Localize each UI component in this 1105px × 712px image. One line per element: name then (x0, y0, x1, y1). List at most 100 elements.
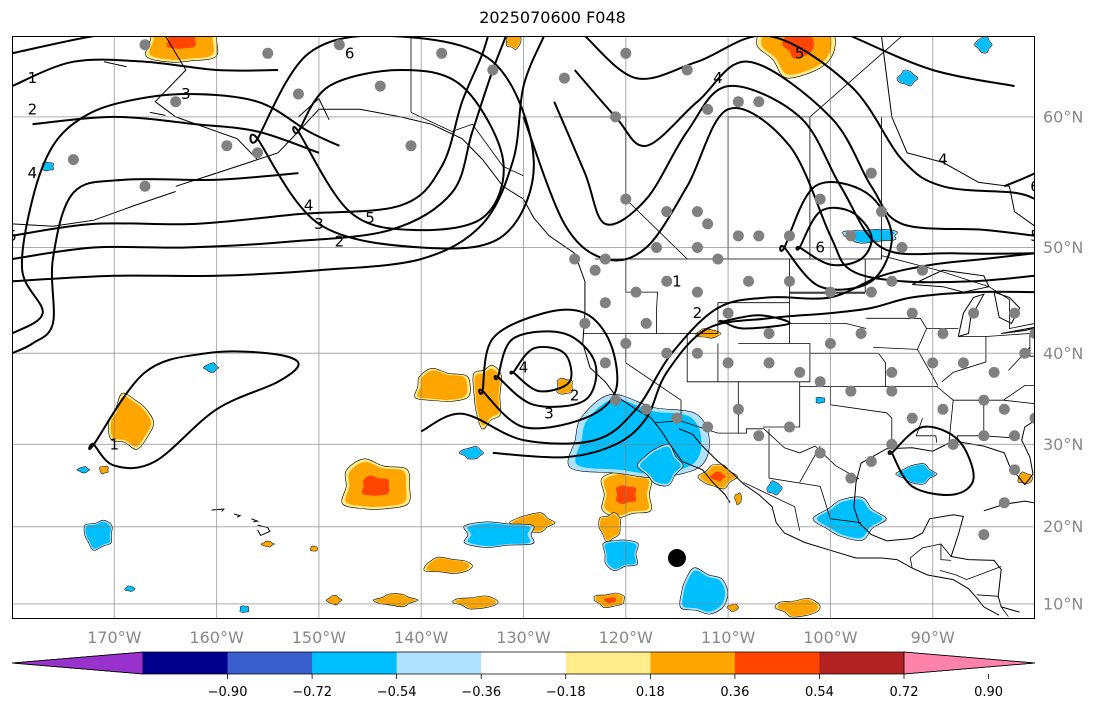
contour-label: 4 (28, 164, 38, 182)
contour-label: 2 (570, 387, 580, 405)
station-dot (794, 366, 806, 378)
station-dot (252, 147, 264, 159)
station-dot (661, 275, 673, 287)
station-dot (814, 447, 826, 459)
colorbar-tick-label: −0.36 (461, 685, 501, 700)
contour-line-25 (1003, 171, 1035, 188)
contour-label: 1 (672, 272, 682, 290)
station-dot (783, 421, 795, 433)
station-dot (1009, 430, 1021, 442)
contour-label: 5 (12, 227, 17, 245)
station-dot (947, 438, 959, 450)
station-dot (1009, 307, 1021, 319)
negative-anomaly-17 (975, 36, 992, 53)
station-dot (845, 385, 857, 397)
station-dot (702, 218, 714, 230)
contour-line-8 (292, 68, 505, 232)
station-dot (661, 206, 673, 218)
station-dot (691, 286, 703, 298)
positive-anomaly-4-core (361, 475, 390, 496)
colorbar-segment (734, 652, 820, 674)
station-dot (702, 103, 714, 115)
station-dot (814, 376, 826, 388)
station-dot (783, 230, 795, 242)
station-dot (855, 328, 867, 340)
border-11 (789, 323, 867, 329)
station-dot (610, 394, 622, 406)
negative-anomaly-1 (639, 446, 681, 484)
contour-label: 1 (110, 435, 120, 453)
contour-labels: 124536432514321245316465 (12, 44, 1035, 453)
colorbar-tick-label: 0.72 (890, 685, 919, 700)
border-2 (595, 255, 1035, 329)
contour-label: 4 (304, 196, 314, 214)
station-dot (579, 317, 591, 329)
negative-anomaly-14 (204, 363, 218, 372)
station-dot (743, 275, 755, 287)
station-dot (640, 403, 652, 415)
station-dot (763, 328, 775, 340)
positive-anomaly-9-core (709, 471, 726, 482)
lat-label: 50°N (1043, 238, 1083, 257)
station-dot (620, 193, 632, 205)
lat-label: 20°N (1043, 517, 1083, 536)
colorbar-tick-label: −0.18 (546, 685, 586, 700)
station-dot (753, 96, 765, 108)
station-dot (170, 96, 182, 108)
station-dot (671, 412, 683, 424)
station-dot (865, 455, 877, 467)
border-6 (656, 259, 790, 334)
positive-anomaly-24 (310, 546, 317, 551)
colorbar-tick-label: 0.18 (636, 685, 665, 700)
border-12 (789, 259, 866, 293)
contour-line-24 (887, 425, 975, 496)
coastline-3 (1021, 419, 1035, 486)
lon-label: 100°W (803, 628, 858, 647)
station-dot (640, 317, 652, 329)
station-dot (896, 242, 908, 254)
contour-label: 3 (544, 405, 554, 423)
negative-anomaly-15 (897, 70, 917, 86)
coastline-9 (881, 36, 1035, 227)
border-9 (738, 343, 811, 383)
map-frame (12, 36, 1035, 619)
station-dot (1019, 347, 1031, 359)
station-dots (67, 39, 1035, 541)
positive-anomaly-5 (417, 370, 468, 401)
station-dot (753, 230, 765, 242)
negative-anomaly-12 (125, 586, 135, 592)
station-dot (333, 39, 345, 51)
contour-line-9 (249, 36, 535, 250)
lon-label: 140°W (394, 628, 449, 647)
colorbar-segment (143, 652, 229, 674)
contour-label: 4 (938, 151, 948, 169)
station-dot (702, 421, 714, 433)
contour-label: 5 (1030, 227, 1035, 245)
border-44 (939, 566, 1002, 581)
colorbar-segment (565, 652, 651, 674)
coastline-5 (211, 508, 225, 512)
station-dot (1029, 328, 1035, 340)
station-dot (487, 64, 499, 76)
anomaly-fills (42, 36, 1033, 618)
station-dot (886, 366, 898, 378)
station-dot (1029, 412, 1035, 424)
contour-label: 6 (815, 239, 825, 257)
contour-line-3 (12, 172, 299, 355)
colorbar-tick-label: −0.90 (208, 685, 248, 700)
position-dot (667, 549, 686, 568)
lat-label: 60°N (1043, 107, 1083, 126)
station-dot (558, 72, 570, 84)
contour-line-18 (493, 330, 598, 408)
station-dot (732, 230, 744, 242)
station-dot (599, 297, 611, 309)
colorbar-segment (312, 652, 398, 674)
contour-label: 4 (713, 69, 723, 87)
station-dot (824, 286, 836, 298)
station-dot (732, 96, 744, 108)
lon-label: 90°W (911, 628, 955, 647)
colorbar: −0.90 −0.72 −0.54 −0.36 −0.18 0.18 0.36 0.54 0.7… (11, 651, 1036, 700)
negative-anomaly-2 (85, 521, 111, 549)
negative-anomaly-9 (816, 397, 825, 403)
station-dot (620, 337, 632, 349)
